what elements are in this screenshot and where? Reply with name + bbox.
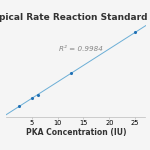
Point <box>69 72 72 75</box>
Point <box>37 94 39 96</box>
Point <box>31 97 33 99</box>
Text: R² = 0.9984: R² = 0.9984 <box>59 46 103 52</box>
Point <box>18 105 20 108</box>
Point <box>134 31 136 34</box>
Title: Typical Rate Reaction Standard Cu: Typical Rate Reaction Standard Cu <box>0 13 150 22</box>
X-axis label: PKA Concentration (IU): PKA Concentration (IU) <box>26 128 126 137</box>
